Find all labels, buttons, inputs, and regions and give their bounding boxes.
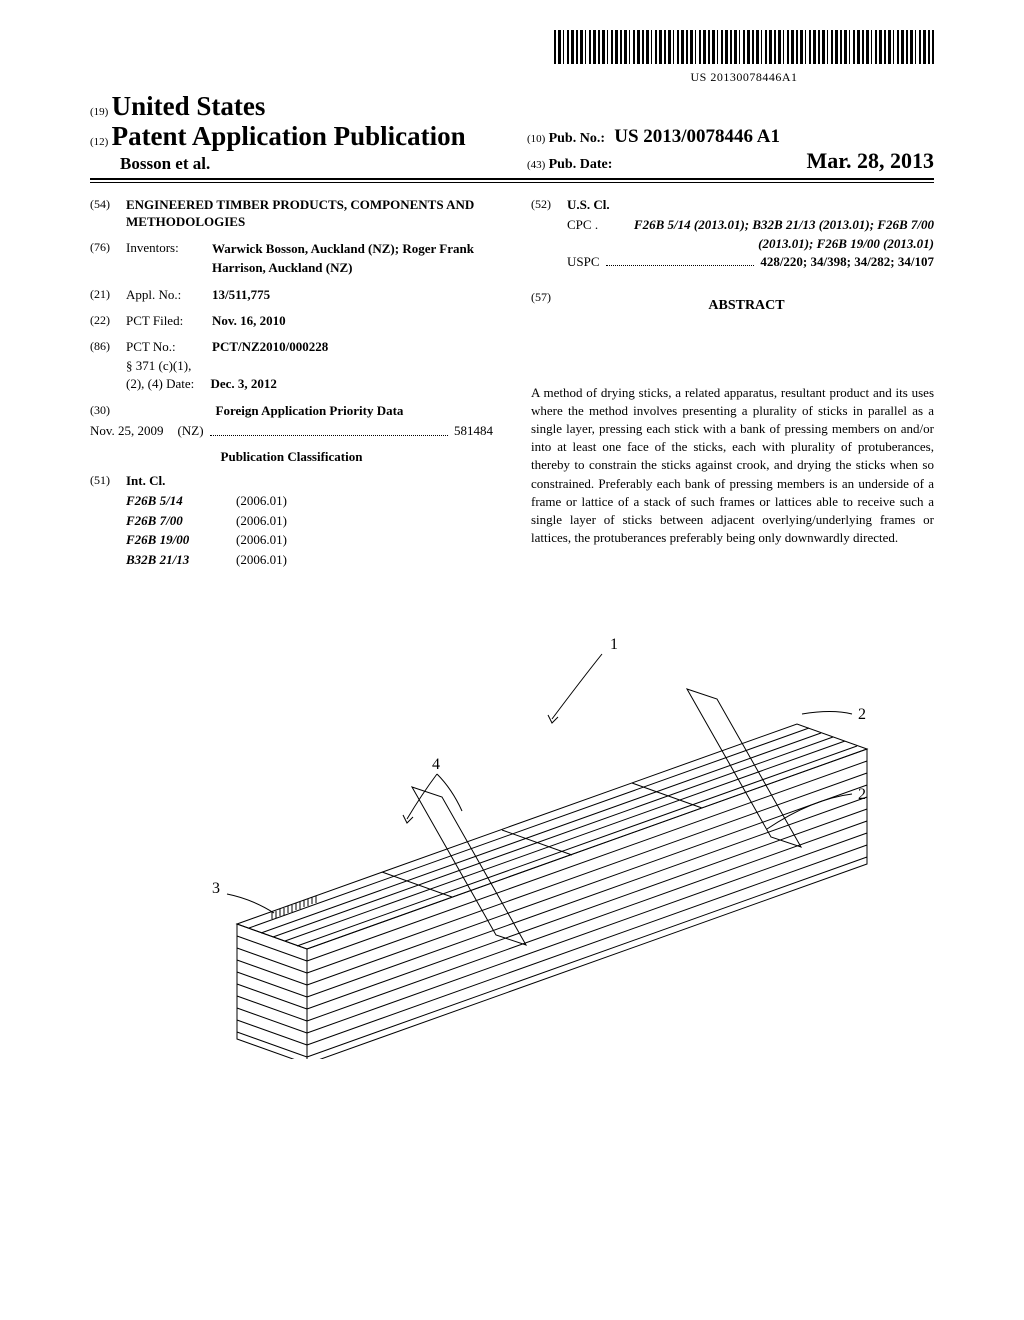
pubtype-code: (12): [90, 136, 108, 148]
intcl-list: F26B 5/14(2006.01) F26B 7/00(2006.01) F2…: [126, 491, 493, 569]
intcl-code: (51): [90, 473, 118, 489]
s371-label1: § 371 (c)(1),: [126, 357, 493, 375]
fig-label-2b: 2: [858, 786, 866, 803]
uspc-value: 428/220; 34/398; 34/282; 34/107: [760, 254, 934, 270]
fig-label-2a: 2: [858, 706, 866, 723]
applno-label: Appl. No.:: [126, 287, 204, 303]
header-row: (19) United States (12) Patent Applicati…: [90, 91, 934, 174]
uspc-label: USPC: [567, 254, 600, 270]
inventors-label: Inventors:: [126, 240, 204, 276]
abstract-code: (57): [531, 290, 559, 344]
cpc-label: CPC .: [567, 215, 598, 235]
foreign-number: 581484: [454, 423, 493, 439]
intcl-item-code: B32B 21/13: [126, 550, 236, 570]
s371-label2: (2), (4) Date:: [126, 376, 194, 391]
title-code: (54): [90, 197, 118, 231]
strap-2b: [412, 787, 526, 945]
biblio-columns: (54) ENGINEERED TIMBER PRODUCTS, COMPONE…: [90, 197, 934, 570]
strap-2a: [687, 689, 801, 847]
pubdate-value: Mar. 28, 2013: [806, 148, 934, 174]
divider-thick: [90, 178, 934, 180]
pctfiled-code: (22): [90, 313, 118, 329]
pctfiled-value: Nov. 16, 2010: [212, 313, 493, 329]
fig-label-3: 3: [212, 880, 220, 897]
pctfiled-label: PCT Filed:: [126, 313, 204, 329]
applno-code: (21): [90, 287, 118, 303]
pctno-value: PCT/NZ2010/000228: [212, 339, 493, 355]
country-code: (19): [90, 106, 108, 118]
pctno-label: PCT No.:: [126, 339, 204, 355]
intcl-item-year: (2006.01): [236, 511, 287, 531]
abstract-header: ABSTRACT: [559, 298, 934, 314]
uscl-code: (52): [531, 197, 559, 213]
beam-group: [237, 724, 867, 1059]
foreign-code: (30): [90, 403, 118, 419]
intcl-item-code: F26B 5/14: [126, 491, 236, 511]
fig-label-1: 1: [610, 636, 618, 653]
intcl-item-year: (2006.01): [236, 530, 287, 550]
foreign-header: Foreign Application Priority Data: [126, 403, 493, 419]
applno-value: 13/511,775: [212, 287, 493, 303]
intcl-item-year: (2006.01): [236, 550, 287, 570]
pubclass-header: Publication Classification: [90, 449, 493, 465]
patent-figure: 1 2 2 3 4: [90, 619, 934, 1059]
pubdate-code: (43): [527, 159, 545, 171]
abstract-body: A method of drying sticks, a related app…: [531, 384, 934, 548]
right-column: (52) U.S. Cl. CPC . F26B 5/14 (2013.01);…: [531, 197, 934, 570]
uscl-label: U.S. Cl.: [567, 197, 610, 213]
barcode-block: US 20130078446A1: [90, 30, 934, 85]
dots-leader: [210, 423, 448, 436]
cpc-block: CPC . F26B 5/14 (2013.01); B32B 21/13 (2…: [567, 215, 934, 254]
foreign-date: Nov. 25, 2009: [90, 423, 164, 439]
inventors-value: Warwick Bosson, Auckland (NZ); Roger Fra…: [212, 241, 474, 274]
pubdate-label: Pub. Date:: [549, 157, 613, 172]
s371-value: Dec. 3, 2012: [210, 376, 276, 391]
barcode-number: US 20130078446A1: [554, 70, 934, 85]
country: United States: [112, 91, 266, 121]
divider-thin: [90, 182, 934, 183]
intcl-item-code: F26B 19/00: [126, 530, 236, 550]
pubno-label: Pub. No.:: [549, 131, 605, 146]
barcode-graphic: [554, 30, 934, 64]
patent-title: ENGINEERED TIMBER PRODUCTS, COMPONENTS A…: [126, 197, 493, 231]
cpc-value: F26B 5/14 (2013.01); B32B 21/13 (2013.01…: [634, 217, 934, 252]
foreign-country: (NZ): [178, 423, 204, 439]
fig-label-4: 4: [432, 756, 440, 773]
uspc-row: USPC 428/220; 34/398; 34/282; 34/107: [567, 254, 934, 270]
pctno-code: (86): [90, 339, 118, 355]
intcl-item-code: F26B 7/00: [126, 511, 236, 531]
pubno-value: US 2013/0078446 A1: [614, 126, 780, 147]
intcl-item-year: (2006.01): [236, 491, 287, 511]
left-column: (54) ENGINEERED TIMBER PRODUCTS, COMPONE…: [90, 197, 493, 570]
authors-header: Bosson et al.: [120, 154, 497, 174]
intcl-label: Int. Cl.: [126, 473, 165, 489]
pubno-code: (10): [527, 133, 545, 145]
inventors-code: (76): [90, 240, 118, 276]
pubtype: Patent Application Publication: [112, 121, 466, 151]
figure-svg: 1 2 2 3 4: [132, 619, 892, 1059]
